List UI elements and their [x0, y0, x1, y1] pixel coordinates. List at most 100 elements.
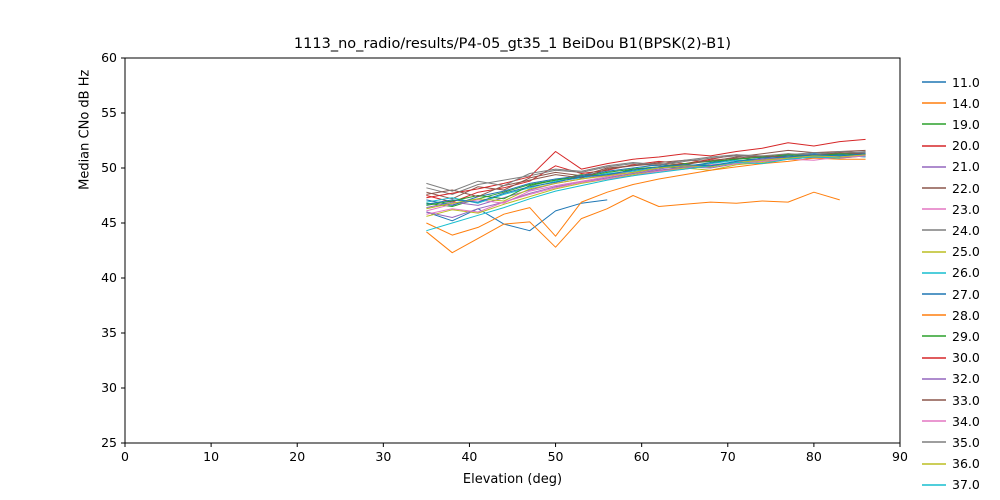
series-line-37.0 [426, 156, 840, 232]
legend-label: 36.0 [952, 456, 980, 472]
legend-line-icon [922, 378, 946, 380]
y-tick-label: 50 [101, 160, 117, 175]
legend-line-icon [922, 272, 946, 274]
legend-label: 14.0 [952, 95, 980, 111]
series-line-11.0 [426, 199, 608, 232]
legend-line-icon [922, 144, 946, 147]
series-line-34.0 [426, 155, 866, 215]
legend-label: 38.0 [952, 499, 980, 500]
legend-line-icon [922, 166, 946, 168]
x-tick-label: 0 [121, 449, 129, 464]
legend-line-icon [922, 102, 946, 104]
series-line-26.0 [426, 154, 866, 204]
legend-item: 22.0 [922, 178, 980, 198]
x-tick-label: 70 [719, 449, 736, 464]
legend-item: 20.0 [922, 136, 980, 156]
legend-line-icon [922, 399, 946, 401]
x-tick-label: 40 [461, 449, 478, 464]
legend-item: 26.0 [922, 263, 980, 283]
legend-line-icon [922, 250, 946, 253]
legend-item: 21.0 [922, 157, 980, 177]
legend-line-icon [922, 420, 946, 422]
x-tick-label: 90 [892, 449, 908, 464]
series-line-22.0 [426, 149, 866, 200]
legend-label: 35.0 [952, 434, 980, 450]
legend-line-icon [922, 187, 946, 189]
series-line-27.0 [426, 152, 866, 206]
legend: 11.0 14.0 19.0 20.0 21.0 22.0 23.0 24.0 25.0 26.0… [922, 72, 1000, 500]
series-line-35.0 [426, 151, 866, 192]
legend-label: 27.0 [952, 286, 980, 302]
x-tick-label: 80 [805, 449, 822, 464]
legend-item: 37.0 [922, 475, 980, 495]
series-line-36.0 [426, 154, 866, 210]
legend-item: 27.0 [922, 284, 980, 304]
legend-line-icon [922, 356, 946, 359]
legend-label: 26.0 [952, 265, 980, 281]
legend-item: 23.0 [922, 199, 980, 219]
legend-line-icon [922, 462, 946, 465]
legend-line-icon [922, 335, 946, 338]
legend-item: 11.0 [922, 72, 980, 92]
legend-label: 33.0 [952, 392, 980, 408]
series-line-30.0 [426, 138, 866, 199]
legend-item: 38.0 [922, 496, 980, 500]
legend-line-icon [922, 441, 946, 444]
series-line-28.0 [426, 157, 866, 237]
legend-item: 33.0 [922, 390, 980, 410]
legend-line-icon [922, 229, 946, 232]
legend-label: 28.0 [952, 307, 980, 323]
legend-line-icon [922, 314, 946, 316]
legend-item: 34.0 [922, 411, 980, 431]
legend-label: 21.0 [952, 159, 980, 175]
legend-item: 30.0 [922, 348, 980, 368]
legend-item: 24.0 [922, 220, 980, 240]
legend-label: 19.0 [952, 116, 980, 132]
x-tick-label: 50 [547, 449, 564, 464]
legend-item: 28.0 [922, 305, 980, 325]
legend-label: 34.0 [952, 413, 980, 429]
y-tick-label: 30 [101, 380, 117, 395]
x-axis-label: Elevation (deg) [462, 472, 563, 487]
legend-line-icon [922, 123, 946, 126]
legend-label: 25.0 [952, 244, 980, 260]
legend-line-icon [922, 293, 946, 295]
y-tick-label: 40 [101, 270, 117, 285]
legend-label: 23.0 [952, 201, 980, 217]
y-tick-label: 25 [101, 435, 117, 450]
legend-item: 35.0 [922, 432, 980, 452]
legend-label: 37.0 [952, 477, 980, 493]
legend-item: 25.0 [922, 242, 980, 262]
chart-title: 1113_no_radio/results/P4-05_gt35_1 BeiDo… [293, 36, 732, 52]
legend-label: 30.0 [952, 350, 980, 366]
y-tick-label: 35 [101, 325, 117, 340]
series-line-38.0 [426, 153, 866, 205]
y-tick-label: 60 [101, 50, 117, 65]
series-line-14.0 [426, 191, 840, 254]
legend-label: 29.0 [952, 328, 980, 344]
legend-line-icon [922, 81, 946, 83]
legend-item: 29.0 [922, 326, 980, 346]
y-tick-label: 45 [101, 215, 117, 230]
legend-item: 14.0 [922, 93, 980, 113]
legend-line-icon [922, 484, 946, 486]
legend-item: 19.0 [922, 114, 980, 134]
legend-label: 32.0 [952, 371, 980, 387]
x-tick-label: 30 [375, 449, 392, 464]
y-tick-label: 55 [101, 105, 117, 120]
x-tick-label: 10 [203, 449, 220, 464]
legend-item: 36.0 [922, 454, 980, 474]
series-line-29.0 [426, 153, 866, 206]
legend-label: 24.0 [952, 222, 980, 238]
x-tick-label: 20 [289, 449, 306, 464]
x-tick-label: 60 [633, 449, 650, 464]
legend-line-icon [922, 208, 946, 210]
legend-label: 11.0 [952, 74, 980, 90]
series-line-21.0 [426, 154, 866, 209]
legend-item: 32.0 [922, 369, 980, 389]
legend-label: 22.0 [952, 180, 980, 196]
axes-frame [124, 57, 901, 444]
legend-label: 20.0 [952, 138, 980, 154]
